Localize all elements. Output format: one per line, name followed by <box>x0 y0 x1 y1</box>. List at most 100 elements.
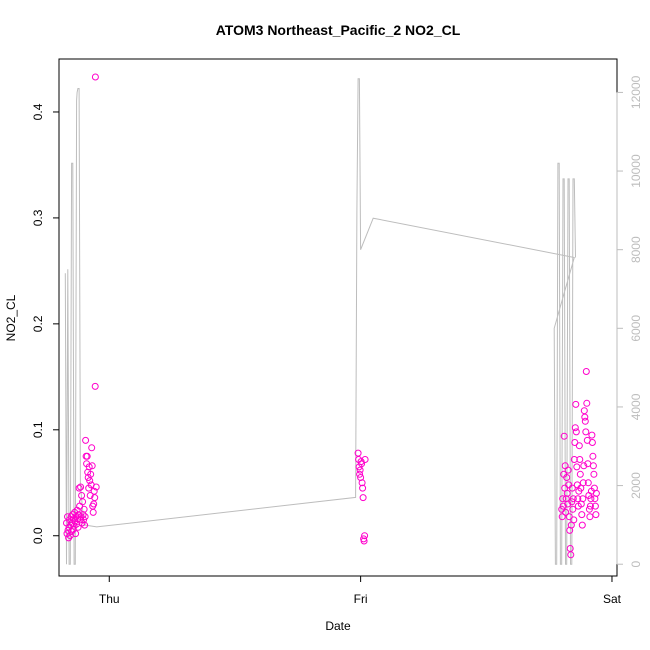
right-tick-label: 10000 <box>629 154 643 188</box>
data-point <box>81 513 89 521</box>
bottom-tick-label: Fri <box>354 592 368 606</box>
data-point <box>564 466 572 474</box>
data-point <box>585 505 593 513</box>
data-point <box>88 462 96 470</box>
points-layer <box>63 73 600 559</box>
data-point <box>90 500 98 508</box>
data-point <box>584 479 592 487</box>
bottom-axis: Thu Fri Sat <box>99 575 622 606</box>
right-tick-label: 8000 <box>629 236 643 263</box>
data-point <box>92 483 100 491</box>
data-point <box>571 424 579 432</box>
data-point <box>573 463 581 471</box>
data-point <box>579 495 587 503</box>
data-point <box>88 444 96 452</box>
data-point <box>579 479 587 487</box>
right-tick-label: 6000 <box>629 315 643 342</box>
data-point <box>587 495 595 503</box>
data-point <box>591 502 599 510</box>
data-point <box>80 505 88 513</box>
chart-title: ATOM3 Northeast_Pacific_2 NO2_CL <box>216 22 461 38</box>
data-point <box>586 513 594 521</box>
data-point <box>356 470 364 478</box>
data-point <box>560 432 568 440</box>
data-point <box>559 495 567 503</box>
data-point <box>581 417 589 425</box>
data-point <box>361 532 369 540</box>
data-point <box>75 484 83 492</box>
left-tick-label: 0.0 <box>31 527 45 544</box>
data-point <box>77 483 85 491</box>
right-tick-label: 12000 <box>629 75 643 109</box>
data-point <box>589 462 597 470</box>
right-tick-label: 2000 <box>629 472 643 499</box>
data-point <box>570 516 578 524</box>
data-point <box>358 479 366 487</box>
data-point <box>589 452 597 460</box>
data-point <box>580 462 588 470</box>
data-point <box>567 551 575 559</box>
data-point <box>569 505 577 513</box>
data-point <box>578 511 586 519</box>
data-point <box>361 456 369 463</box>
left-axis: 0.0 0.1 0.2 0.3 0.4 <box>31 103 60 544</box>
data-point <box>83 452 91 460</box>
data-point <box>575 442 583 450</box>
data-point <box>91 73 99 81</box>
data-point <box>89 508 97 516</box>
data-point <box>583 399 591 407</box>
data-point <box>563 474 571 481</box>
bottom-tick-label: Thu <box>99 592 120 606</box>
data-point <box>91 382 99 390</box>
left-tick-label: 0.3 <box>31 209 45 226</box>
data-point <box>559 502 567 510</box>
data-point <box>86 477 94 485</box>
data-point <box>87 470 95 478</box>
data-point <box>359 494 367 502</box>
data-point <box>558 513 566 521</box>
data-point <box>80 516 88 524</box>
data-point <box>565 513 573 521</box>
x-axis-label: Date <box>325 619 351 633</box>
data-point <box>588 439 596 446</box>
data-point <box>572 400 580 408</box>
left-tick-label: 0.2 <box>31 315 45 332</box>
data-point <box>568 484 576 492</box>
right-tick-label: 0 <box>629 561 643 568</box>
data-point <box>563 489 571 497</box>
data-point <box>578 521 586 529</box>
data-point <box>576 456 584 463</box>
data-point <box>85 463 93 471</box>
data-point <box>592 489 600 497</box>
data-point <box>74 523 82 531</box>
data-point <box>79 511 87 519</box>
left-tick-label: 0.1 <box>31 421 45 438</box>
data-point <box>588 431 596 439</box>
data-point <box>564 500 572 508</box>
data-point <box>572 428 580 436</box>
plot-frame <box>58 58 618 577</box>
data-point <box>592 511 600 519</box>
data-point <box>79 498 87 506</box>
altitude-line <box>64 78 576 565</box>
data-point <box>590 470 598 478</box>
bottom-tick-label: Sat <box>603 592 622 606</box>
right-axis: 0 2000 4000 6000 8000 10000 12000 <box>616 75 643 568</box>
data-point <box>562 508 570 516</box>
altitude-line-layer <box>64 78 576 565</box>
data-point <box>359 484 367 492</box>
data-point <box>582 428 590 436</box>
data-point <box>86 492 94 499</box>
data-point <box>356 466 364 474</box>
data-point <box>82 436 90 444</box>
data-point <box>91 494 99 502</box>
data-point <box>582 368 590 375</box>
data-point <box>580 407 588 415</box>
data-point <box>581 413 589 421</box>
y-axis-label: NO2_CL <box>4 294 18 341</box>
data-point <box>81 521 89 529</box>
data-point <box>574 495 582 503</box>
data-point <box>569 495 577 503</box>
data-point <box>571 439 579 446</box>
